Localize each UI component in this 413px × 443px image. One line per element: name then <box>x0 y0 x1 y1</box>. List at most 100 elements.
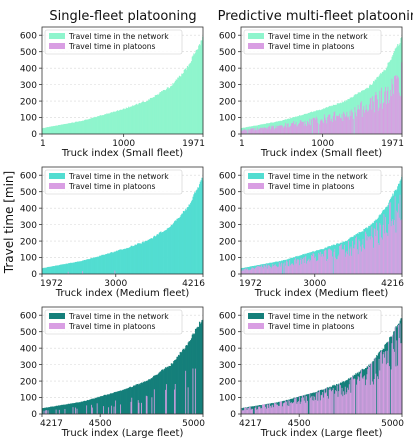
platoon-bar <box>338 391 340 414</box>
platoon-bar <box>254 127 256 134</box>
network-bar <box>141 383 143 414</box>
network-bar <box>114 251 116 274</box>
platoon-bar <box>300 120 302 134</box>
network-bar <box>382 71 384 134</box>
platoon-bar <box>281 401 283 414</box>
y-tick-label: 600 <box>20 171 37 181</box>
network-bar <box>106 113 108 134</box>
network-bar <box>80 121 82 134</box>
platoon-bar <box>360 101 363 134</box>
platoon-bar <box>340 117 342 134</box>
network-bar <box>120 109 123 134</box>
network-bar <box>353 95 355 134</box>
platoon-bar <box>356 116 358 134</box>
y-tick-label: 400 <box>20 204 37 214</box>
network-bar <box>140 103 142 134</box>
platoon-bar <box>263 127 265 134</box>
platoon-bar <box>256 409 258 414</box>
network-bar <box>72 122 74 134</box>
platoon-bar <box>360 251 363 274</box>
network-bar <box>51 126 53 134</box>
platoon-bar <box>251 408 253 414</box>
network-bar <box>196 327 198 414</box>
platoon-bar <box>377 243 380 274</box>
network-bar <box>59 264 61 274</box>
platoon-bar <box>320 394 322 414</box>
platoon-bar <box>246 409 248 414</box>
platoon-bar <box>358 239 360 274</box>
legend-label: Travel time in platoons <box>68 42 156 51</box>
platoon-bar <box>273 125 275 134</box>
network-bar <box>144 241 146 274</box>
network-bar <box>53 406 55 414</box>
platoon-bar <box>318 252 320 274</box>
network-bar <box>152 377 154 414</box>
platoon-bar <box>362 238 364 274</box>
legend-swatch <box>248 43 264 49</box>
network-bar <box>116 391 119 414</box>
platoon-bar <box>257 409 259 414</box>
platoon-bar <box>385 86 387 134</box>
y-tick-label: 500 <box>20 188 37 198</box>
network-bar <box>317 110 319 134</box>
y-tick-label: 300 <box>20 81 37 91</box>
network-bar <box>99 255 102 274</box>
platoon-bar <box>251 128 253 134</box>
network-bar <box>119 249 121 274</box>
platoon-bar <box>265 127 267 134</box>
network-bar <box>176 356 178 414</box>
platoon-bar <box>391 78 393 134</box>
platoon-bar <box>352 240 354 274</box>
network-bar <box>75 261 77 274</box>
platoon-bar <box>351 377 353 414</box>
network-bar <box>110 112 112 134</box>
platoon-bar <box>339 113 341 134</box>
network-bar <box>90 399 92 414</box>
platoon-bar <box>286 127 288 134</box>
platoon-bar <box>302 257 305 274</box>
network-bar <box>105 114 107 134</box>
platoon-bar <box>286 261 289 274</box>
network-bar <box>95 257 98 274</box>
network-bar <box>96 256 98 274</box>
platoon-bar <box>377 376 379 414</box>
platoon-bar <box>390 369 392 414</box>
platoon-bar <box>323 397 325 414</box>
platoon-bar <box>290 125 292 134</box>
network-bar <box>161 232 163 274</box>
x-tick-label: 4217 <box>239 419 262 429</box>
x-tick-label: 1972 <box>40 279 63 289</box>
network-bar <box>114 111 116 134</box>
network-bar <box>193 334 195 414</box>
platoon-bar <box>377 379 380 414</box>
y-tick-label: 500 <box>219 328 236 338</box>
network-bar <box>183 70 185 134</box>
network-bar <box>330 106 332 134</box>
network-bar <box>132 386 134 414</box>
platoon-bar <box>257 265 259 274</box>
platoon-bar <box>336 115 338 134</box>
platoon-bar <box>368 110 370 134</box>
network-bar <box>125 388 127 414</box>
platoon-bar <box>277 125 279 134</box>
legend-label: Travel time in platoons <box>68 322 156 331</box>
network-bar <box>253 406 256 414</box>
network-bar <box>45 267 47 274</box>
network-bar <box>149 239 151 274</box>
network-bar <box>140 382 142 414</box>
network-bar <box>342 101 344 134</box>
network-bar <box>137 384 139 414</box>
platoon-bar <box>274 265 276 274</box>
network-bar <box>137 104 139 134</box>
y-tick-label: 500 <box>20 48 37 58</box>
network-bar <box>58 265 60 274</box>
network-bar <box>106 394 108 414</box>
legend-swatch <box>248 183 264 189</box>
network-bar <box>187 67 189 134</box>
platoon-bar <box>339 245 341 274</box>
network-bar <box>113 251 115 274</box>
platoon-bar <box>348 384 351 414</box>
network-bar <box>165 90 167 134</box>
platoon-bar <box>245 269 247 274</box>
network-bar <box>78 261 80 274</box>
